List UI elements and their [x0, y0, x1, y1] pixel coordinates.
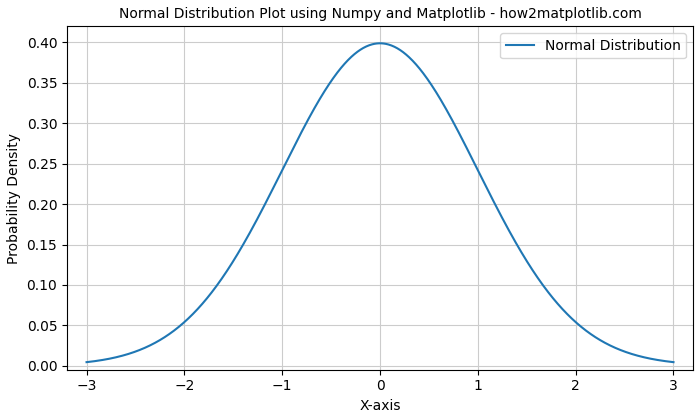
- Title: Normal Distribution Plot using Numpy and Matplotlib - how2matplotlib.com: Normal Distribution Plot using Numpy and…: [118, 7, 641, 21]
- Normal Distribution: [341, 61, 349, 66]
- Normal Distribution: [320, 90, 328, 95]
- Normal Distribution: [375, 41, 384, 46]
- Normal Distribution: [551, 299, 559, 304]
- X-axis label: X-axis: X-axis: [359, 399, 401, 413]
- Y-axis label: Probability Density: Probability Density: [7, 133, 21, 263]
- Legend: Normal Distribution: Normal Distribution: [500, 33, 686, 58]
- Normal Distribution: [486, 192, 494, 197]
- Normal Distribution: [83, 360, 91, 365]
- Normal Distribution: [540, 285, 549, 290]
- Normal Distribution: [142, 344, 150, 349]
- Normal Distribution: [669, 360, 678, 365]
- Line: Normal Distribution: Normal Distribution: [87, 43, 673, 362]
